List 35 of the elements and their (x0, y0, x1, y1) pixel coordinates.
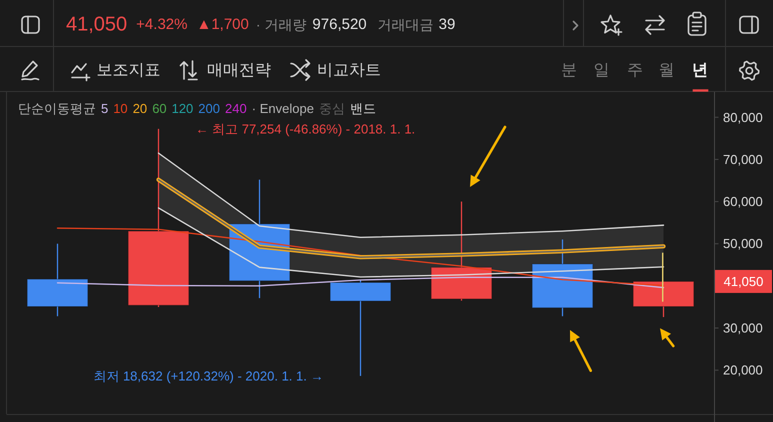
y-tick-label: 20,000 (723, 362, 763, 378)
annotation: ← 최고 77,254 (-46.86%) - 2018. 1. 1. (196, 121, 416, 136)
text: 39 (438, 16, 456, 33)
y-tick-label: 70,000 (723, 152, 763, 167)
text: +4.32% (136, 16, 188, 33)
text: 분 (561, 62, 577, 79)
legend-label: 200 (198, 101, 220, 116)
text: 밴드 (350, 101, 376, 116)
legend-label: 240 (225, 101, 247, 116)
text: · 거래량 (256, 16, 306, 32)
text: 년 (692, 62, 708, 79)
annotation: 단순이동평균 (18, 101, 96, 116)
text: 20 (132, 101, 148, 116)
text: ▲1,700 (196, 16, 249, 33)
text: 매매전략 (207, 62, 271, 79)
text: 976,520 (312, 16, 367, 33)
text: 주 (627, 62, 643, 79)
text: 비교차트 (317, 62, 381, 79)
text: 보조지표 (96, 62, 161, 79)
annotation: 최저 18,632 (+120.32%) - 2020. 1. 1. → (93, 368, 324, 384)
legend-label: 120 (172, 101, 194, 116)
text: 중심 (318, 101, 345, 116)
y-tick-label: 30,000 (723, 320, 763, 336)
text: 월 (658, 62, 674, 79)
annotation: · Envelope (252, 101, 314, 116)
text: 5 (101, 101, 108, 116)
text: 41,050 (66, 14, 128, 36)
y-tick-label: 80,000 (723, 110, 763, 125)
y-tick-label: 50,000 (723, 236, 763, 252)
annotation: 41,050 (724, 274, 764, 289)
text: 10 (113, 101, 128, 116)
text: 일 (594, 62, 610, 79)
legend-label: 60 (152, 101, 167, 116)
y-tick-label: 60,000 (723, 194, 763, 210)
text: 거래대금 (378, 16, 434, 32)
